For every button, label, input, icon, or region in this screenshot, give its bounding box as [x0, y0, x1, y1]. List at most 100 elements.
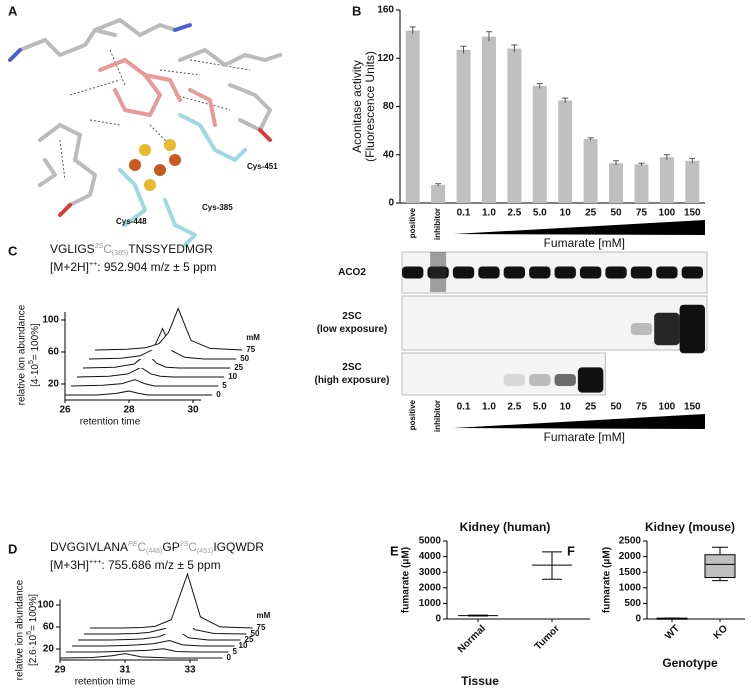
x-tick-label: 29 [54, 665, 66, 676]
blot-band [452, 266, 475, 279]
blot-band [656, 266, 678, 279]
nitrogen [173, 23, 192, 32]
bar [609, 163, 624, 203]
blot-band [630, 323, 653, 335]
blot-band [478, 266, 500, 279]
title-part: PE [128, 541, 138, 548]
x-tick-label: 25 [585, 208, 597, 219]
series-label: 25 [245, 635, 254, 644]
cysteine [178, 113, 247, 162]
subtitle-part: : 755.686 m/z ± 5 ppm [101, 558, 220, 572]
residue [38, 158, 57, 187]
panel-label: D [8, 541, 17, 556]
blot-row-label: 2SC [342, 311, 361, 322]
x-tick-label: KO [712, 623, 731, 642]
x-tick-label: 26 [59, 405, 71, 416]
title-part: (448) [146, 548, 162, 555]
residue [38, 123, 97, 207]
lane-label: 0.1 [457, 402, 471, 413]
y-tick-label: 40 [383, 149, 395, 160]
lane-label: 150 [684, 402, 701, 413]
oxygen [58, 203, 72, 217]
label-part: 5 [26, 631, 33, 635]
y-tick-label: 5000 [419, 536, 442, 547]
citrate [98, 58, 162, 117]
subtitle-part: [M+2H] [50, 260, 89, 274]
title-part: 2S [94, 243, 104, 250]
label-part: [4·10 [30, 364, 41, 387]
sulfur-atom [139, 144, 151, 156]
blot-band [630, 266, 653, 279]
y-tick-label: 100 [42, 315, 59, 326]
y-tick-label: 500 [624, 598, 641, 609]
series-label: 75 [246, 345, 255, 354]
x-tick-label: 28 [123, 405, 135, 416]
panel-label: A [8, 3, 18, 18]
panel-label: F [567, 543, 575, 558]
y-tick-label: 20 [48, 379, 60, 390]
x-tick-label: 75 [636, 208, 648, 219]
panel-label: C [8, 243, 18, 258]
y-axis-label: (Fluorescence Units) [363, 51, 377, 162]
series-label: 0 [216, 390, 221, 399]
legend-title: mM [246, 333, 260, 342]
blot-frame [401, 352, 606, 396]
blot-frame [401, 251, 708, 294]
bar [481, 36, 496, 203]
x-axis-label: Tissue [461, 674, 499, 688]
label-part: = 100%] [30, 323, 41, 360]
x-tick-label: 33 [184, 665, 196, 676]
panel-label: B [352, 3, 361, 18]
x-axis-label: Genotype [662, 656, 718, 670]
cysteine [118, 168, 147, 227]
subtitle-part: ++ [89, 261, 97, 268]
residue [228, 83, 272, 132]
residue [93, 18, 177, 37]
y-tick-label: 2000 [619, 551, 642, 562]
series-label: 5 [233, 647, 238, 656]
nitrogen [8, 48, 22, 62]
x-tick-label: 5.0 [533, 208, 547, 219]
y-axis-label: fumarate (μM) [401, 547, 412, 613]
x-axis-label: Fumarate [mM] [544, 430, 625, 444]
series-label: 5 [222, 381, 227, 390]
hbonds [59, 49, 251, 181]
y-tick-label: 20 [43, 644, 55, 655]
peptide-subtitle: [M+2H]++: 952.904 m/z ± 5 ppm [50, 260, 217, 274]
blot-band [529, 266, 551, 279]
y-tick-label: 60 [43, 622, 55, 633]
blot-row-label: ACO2 [338, 267, 366, 278]
blot-band [679, 304, 705, 354]
y-tick-label: 80 [383, 101, 395, 112]
blot-band [402, 266, 424, 279]
iron-atom [169, 154, 181, 166]
blot-band [554, 374, 576, 386]
bar [634, 164, 649, 203]
x-tick-label: 150 [684, 208, 701, 219]
trace [70, 379, 219, 387]
annotation: Cys-385 [202, 203, 233, 212]
y-tick-label: 2500 [619, 536, 642, 547]
citrate [143, 73, 182, 102]
y-axis-label: [2.6·105= 100%] [26, 594, 38, 666]
y-tick-label: 4000 [419, 551, 442, 562]
iron-atom [154, 164, 166, 176]
label-part: [2.6·10 [28, 634, 39, 666]
x-tick-label: 30 [187, 405, 199, 416]
trace [84, 611, 247, 635]
x-tick-label: inhibitor [433, 208, 442, 240]
x-tick-label: 1.0 [482, 208, 496, 219]
trace [94, 307, 243, 351]
lane-label: 100 [659, 402, 676, 413]
panel-label: E [390, 543, 399, 558]
peptide-title: VGLIGS2SC(385)TNSSYEDMGR [50, 242, 213, 257]
trace [66, 648, 229, 653]
blot-band [605, 266, 627, 279]
bar [558, 100, 573, 203]
title-part: IGQWDR [213, 540, 264, 554]
y-tick-label: 160 [377, 5, 394, 16]
trace [59, 653, 223, 659]
box [704, 554, 736, 579]
series-label: 0 [227, 653, 232, 662]
chart-title: Kidney (human) [460, 520, 551, 534]
